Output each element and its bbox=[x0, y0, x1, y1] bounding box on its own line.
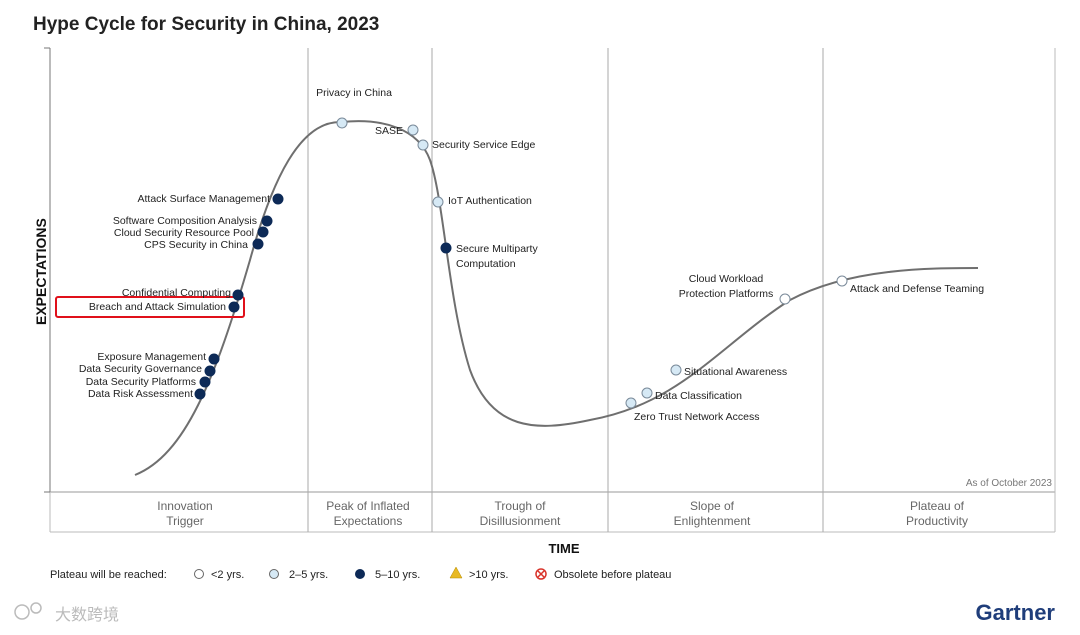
tech-label-cps-security-in-china: CPS Security in China bbox=[144, 239, 248, 251]
watermark-text: 大数跨境 bbox=[55, 605, 119, 624]
hype-curve bbox=[134, 120, 979, 476]
legend-marker-2-5 bbox=[269, 569, 279, 579]
phase-labels: Innovation Trigger Peak of Inflated Expe… bbox=[157, 499, 968, 528]
tech-label-data-security-governance: Data Security Governance bbox=[79, 363, 202, 375]
tech-point-secure-multiparty bbox=[440, 242, 452, 254]
tech-point-situational-awareness bbox=[670, 364, 682, 376]
tech-label-security-service-edge: Security Service Edge bbox=[432, 139, 535, 151]
tech-label-situational-awareness: Situational Awareness bbox=[684, 366, 787, 378]
tech-label-cloud-workload-line2: Protection Platforms bbox=[679, 288, 774, 300]
tech-point-sase bbox=[407, 124, 419, 136]
tech-label-breach-and-attack-simulation: Breach and Attack Simulation bbox=[89, 301, 226, 313]
legend-label-gt10: >10 yrs. bbox=[469, 569, 508, 581]
tech-point-exposure-management bbox=[208, 353, 220, 365]
phase-2-label: Peak of Inflated bbox=[326, 499, 409, 513]
legend-label-obsolete: Obsolete before plateau bbox=[554, 569, 671, 581]
tech-point-data-classification bbox=[641, 387, 653, 399]
phase-1-label: Innovation bbox=[157, 499, 212, 513]
tech-point-breach-and-attack-simulation bbox=[228, 301, 240, 313]
phase-4-label-line2: Enlightenment bbox=[674, 514, 751, 528]
legend-title: Plateau will be reached: bbox=[50, 569, 167, 581]
tech-point-security-service-edge bbox=[417, 139, 429, 151]
tech-point-zero-trust-network-access bbox=[625, 397, 637, 409]
technology-points: Privacy in China SASE Security Service Edg… bbox=[79, 87, 984, 423]
tech-label-data-security-platforms: Data Security Platforms bbox=[86, 376, 196, 388]
as-of-date: As of October 2023 bbox=[966, 478, 1053, 489]
phase-5-label-line2: Productivity bbox=[906, 514, 968, 528]
tech-label-attack-surface-management: Attack Surface Management bbox=[138, 193, 271, 205]
tech-label-cloud-security-resource-pool: Cloud Security Resource Pool bbox=[114, 227, 254, 239]
phase-3-label: Trough of bbox=[495, 499, 547, 513]
tech-point-cloud-workload bbox=[779, 293, 791, 305]
watermark-icon bbox=[14, 602, 42, 620]
tech-label-iot-authentication: IoT Authentication bbox=[448, 195, 532, 207]
phase-5-label: Plateau of bbox=[910, 499, 965, 513]
tech-label-data-risk-assessment: Data Risk Assessment bbox=[88, 388, 193, 400]
tech-label-cloud-workload: Cloud Workload bbox=[689, 273, 764, 285]
legend-label-2-5: 2–5 yrs. bbox=[289, 569, 328, 581]
tech-point-data-security-platforms bbox=[199, 376, 211, 388]
tech-point-data-risk-assessment bbox=[194, 388, 206, 400]
tech-label-privacy-in-china: Privacy in China bbox=[316, 87, 392, 99]
legend-marker-obsolete bbox=[535, 568, 547, 580]
tech-point-attack-surface-management bbox=[272, 193, 284, 205]
gartner-logo: Gartner bbox=[976, 600, 1056, 625]
tech-label-software-composition-analysis: Software Composition Analysis bbox=[113, 215, 257, 227]
phase-4-label: Slope of bbox=[690, 499, 735, 513]
legend-label-5-10: 5–10 yrs. bbox=[375, 569, 420, 581]
plot-area bbox=[44, 47, 1056, 533]
tech-label-zero-trust-network-access: Zero Trust Network Access bbox=[634, 411, 759, 423]
y-axis-label: EXPECTATIONS bbox=[33, 218, 49, 325]
legend-label-lt2: <2 yrs. bbox=[211, 569, 244, 581]
legend-marker-5-10 bbox=[355, 569, 365, 579]
tech-label-confidential-computing: Confidential Computing bbox=[122, 287, 231, 299]
tech-point-software-composition-analysis bbox=[261, 215, 273, 227]
legend: Plateau will be reached: <2 yrs. 2–5 yrs… bbox=[50, 566, 671, 581]
tech-label-secure-multiparty-line2: Computation bbox=[456, 258, 516, 270]
tech-point-cps-security-in-china bbox=[252, 238, 264, 250]
tech-point-data-security-governance bbox=[204, 365, 216, 377]
phase-3-label-line2: Disillusionment bbox=[480, 514, 561, 528]
phase-1-label-line2: Trigger bbox=[166, 514, 204, 528]
tech-label-secure-multiparty: Secure Multiparty bbox=[456, 243, 538, 255]
tech-label-sase: SASE bbox=[375, 125, 403, 137]
tech-label-exposure-management: Exposure Management bbox=[97, 351, 206, 363]
tech-point-cloud-security-resource-pool bbox=[257, 226, 269, 238]
tech-point-privacy-in-china bbox=[336, 117, 348, 129]
chart-title: Hype Cycle for Security in China, 2023 bbox=[33, 14, 379, 35]
legend-marker-lt2 bbox=[194, 569, 204, 579]
tech-point-attack-and-defense-teaming bbox=[836, 275, 848, 287]
legend-marker-gt10 bbox=[449, 566, 463, 579]
x-axis-label: TIME bbox=[548, 541, 579, 556]
phase-2-label-line2: Expectations bbox=[334, 514, 403, 528]
highlight-box bbox=[55, 296, 245, 318]
tech-label-attack-and-defense-teaming: Attack and Defense Teaming bbox=[850, 283, 984, 295]
tech-label-data-classification: Data Classification bbox=[655, 390, 742, 402]
tech-point-iot-authentication bbox=[432, 196, 444, 208]
tech-point-confidential-computing bbox=[232, 289, 244, 301]
